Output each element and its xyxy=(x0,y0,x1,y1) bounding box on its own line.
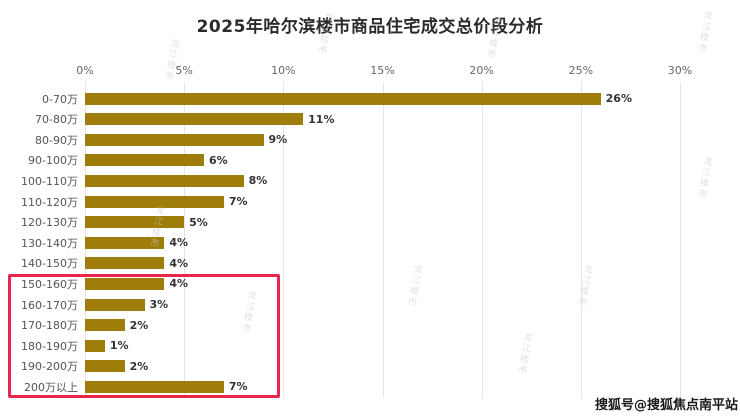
value-label: 4% xyxy=(169,277,189,291)
x-axis-tick: 20% xyxy=(469,64,494,77)
value-label: 1% xyxy=(109,339,129,353)
value-label: 9% xyxy=(268,133,288,147)
bar-row: 90-100万 6% xyxy=(0,150,740,171)
category-label: 110-120万 xyxy=(21,195,78,209)
chart-title: 2025年哈尔滨楼市商品住宅成交总价段分析 xyxy=(196,17,544,37)
value-label: 2% xyxy=(129,318,149,332)
bar-row: 160-170万 3% xyxy=(0,294,740,315)
bar-row: 70-80万 11% xyxy=(0,109,740,130)
gridline xyxy=(382,82,384,398)
category-label: 190-200万 xyxy=(21,360,78,374)
category-label: 160-170万 xyxy=(21,298,78,312)
bar-row: 120-130万 5% xyxy=(0,212,740,233)
bar xyxy=(85,92,601,105)
category-label: 80-90万 xyxy=(35,133,78,147)
bar xyxy=(85,236,165,249)
x-axis-tick: 10% xyxy=(271,64,296,77)
category-label: 100-110万 xyxy=(21,174,78,188)
bar xyxy=(85,277,165,290)
category-label: 170-180万 xyxy=(21,319,78,333)
bar xyxy=(85,298,145,311)
category-label: 150-160万 xyxy=(21,277,78,291)
bar-row: 190-200万 2% xyxy=(0,356,740,377)
bar xyxy=(85,133,264,146)
bar-row: 140-150万 4% xyxy=(0,253,740,274)
value-label: 4% xyxy=(169,236,189,250)
value-label: 4% xyxy=(169,256,189,270)
bar-row: 200万以上 7% xyxy=(0,376,740,397)
category-label: 0-70万 xyxy=(42,92,78,106)
gridline xyxy=(283,82,285,398)
value-label: 11% xyxy=(308,112,335,126)
value-label: 3% xyxy=(149,298,169,311)
bar-row: 150-160万 4% xyxy=(0,273,740,294)
x-axis-tick: 0% xyxy=(76,64,94,77)
category-label: 200万以上 xyxy=(24,380,78,394)
bar xyxy=(85,319,125,332)
gridline xyxy=(580,82,582,398)
gridline xyxy=(184,82,186,398)
x-axis-tick: 5% xyxy=(175,64,193,77)
bar xyxy=(85,257,165,270)
bar xyxy=(85,380,224,393)
bar-row: 110-120万 7% xyxy=(0,191,740,212)
bar-row: 130-140万 4% xyxy=(0,232,740,253)
bar xyxy=(85,360,125,373)
category-label: 120-130万 xyxy=(21,216,78,230)
bar xyxy=(85,113,304,126)
bar-row: 0-70万 26% xyxy=(0,88,740,109)
gridline xyxy=(481,82,483,398)
bar-row: 80-90万 9% xyxy=(0,129,740,150)
value-label: 2% xyxy=(129,359,149,373)
attribution: 搜狐号@搜狐焦点南平站 xyxy=(594,398,738,413)
category-label: 90-100万 xyxy=(28,154,78,168)
value-label: 5% xyxy=(189,215,208,229)
value-label: 6% xyxy=(209,153,228,167)
bar xyxy=(85,216,185,229)
category-label: 180-190万 xyxy=(21,339,78,353)
value-label: 8% xyxy=(248,174,268,188)
bar xyxy=(85,195,224,208)
x-axis-tick: 25% xyxy=(568,64,594,77)
bar xyxy=(85,154,204,167)
category-label: 70-80万 xyxy=(35,113,78,127)
bar-row: 100-110万 8% xyxy=(0,170,740,191)
bar xyxy=(85,174,244,187)
x-axis-tick: 30% xyxy=(667,64,693,77)
value-label: 26% xyxy=(605,92,632,105)
bar-row: 180-190万 1% xyxy=(0,335,740,356)
bar-row: 170-180万 2% xyxy=(0,315,740,336)
bar xyxy=(85,339,105,352)
value-label: 7% xyxy=(228,380,248,394)
gridline xyxy=(680,82,681,398)
category-label: 130-140万 xyxy=(21,236,78,250)
x-axis-tick: 15% xyxy=(370,64,395,77)
value-label: 7% xyxy=(228,195,248,208)
category-label: 140-150万 xyxy=(21,257,78,271)
